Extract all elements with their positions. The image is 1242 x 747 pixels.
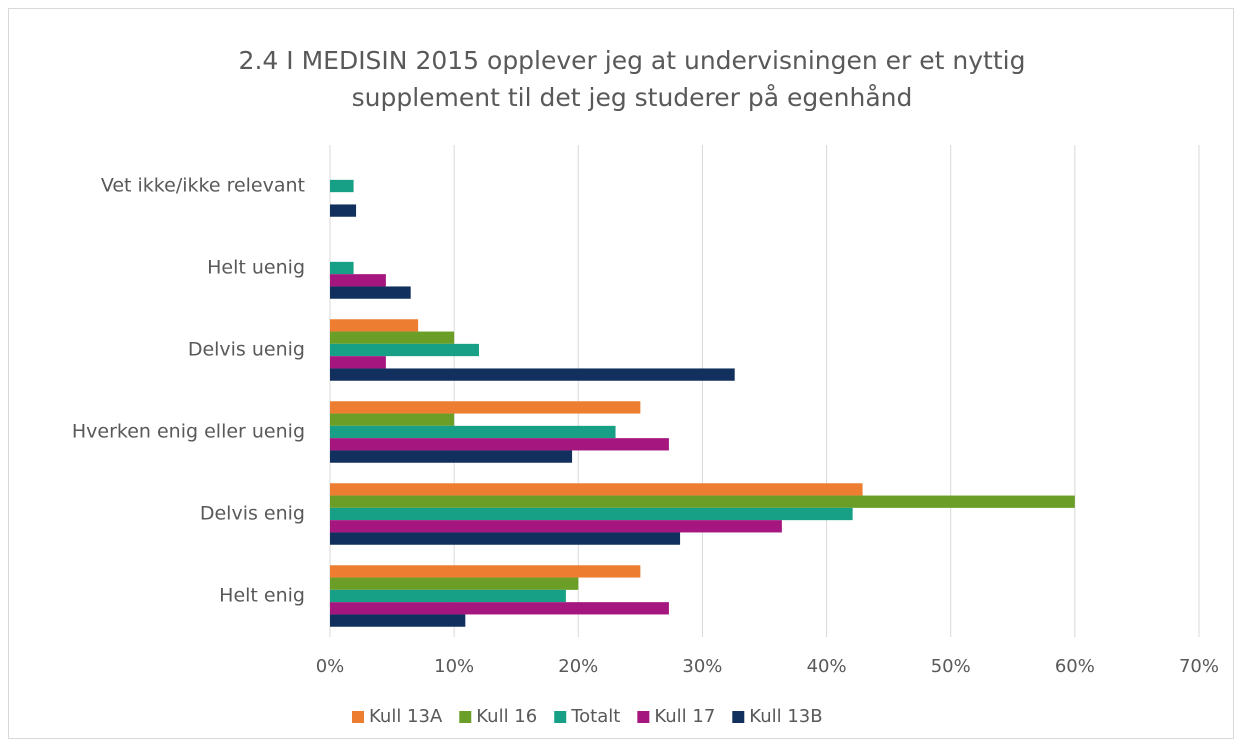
bar [330,286,411,299]
x-tick-label: 30% [682,656,722,677]
bar [330,450,573,463]
bar [330,401,641,414]
legend-swatch [732,711,745,723]
legend-label: Kull 16 [476,706,537,727]
bar [330,368,735,381]
x-tick-label: 10% [434,656,474,677]
bar [330,274,386,287]
x-tick-label: 20% [558,656,598,677]
bar [330,483,863,496]
bar [330,438,669,451]
bar [330,507,853,521]
y-tick-label: Helt uenig [207,257,305,279]
chart-title: supplement til det jeg studerer på egenh… [352,83,913,112]
bar [330,614,466,627]
bar [330,589,566,603]
bar [330,565,641,578]
legend-label: Totalt [570,706,620,727]
legend-swatch [637,711,650,723]
bar [330,356,386,369]
x-tick-label: 0% [316,656,345,677]
bar [330,204,357,217]
legend-label: Kull 17 [654,706,715,727]
y-tick-label: Delvis enig [200,503,305,525]
x-tick-label: 70% [1179,656,1219,677]
bar [330,602,669,615]
bar [330,179,354,193]
bar [330,520,782,533]
chart-title: 2.4 I MEDISIN 2015 opplever jeg at under… [239,46,1026,75]
bar [330,319,419,332]
legend-swatch [352,711,364,723]
x-tick-label: 60% [1055,656,1095,677]
bar [330,577,579,590]
x-tick-label: 50% [931,656,971,677]
bar [330,413,455,426]
bar [330,343,479,357]
y-tick-label: Helt enig [219,585,305,607]
bar [330,532,681,545]
legend-swatch [554,711,567,723]
legend-label: Kull 13B [749,706,822,727]
x-tick-label: 40% [807,656,847,677]
y-tick-label: Hverken enig eller uenig [72,421,305,443]
y-tick-label: Vet ikke/ikke relevant [101,175,305,197]
legend-swatch [459,711,472,723]
y-tick-label: Delvis uenig [188,339,305,361]
legend-label: Kull 13A [369,706,443,727]
bar [330,261,354,275]
bar [330,495,1075,508]
bar [330,425,616,439]
bar [330,331,455,344]
